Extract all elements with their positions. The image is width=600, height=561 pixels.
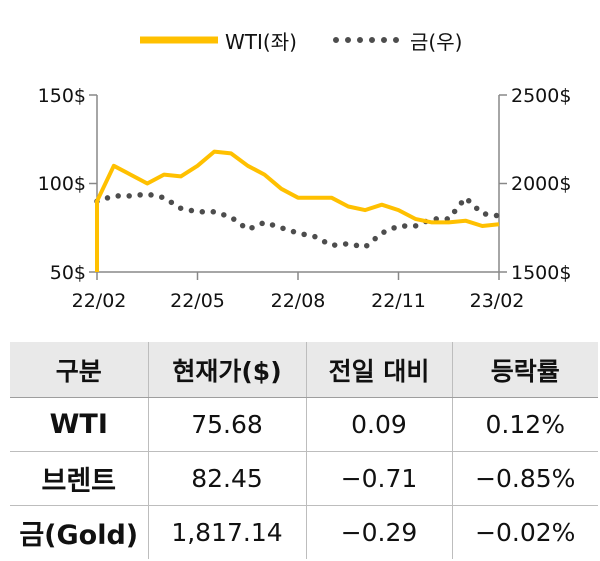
series-line-wti	[95, 149, 500, 272]
header-price: 현재가($)	[148, 342, 307, 398]
row-name: 브렌트	[10, 451, 149, 506]
x-tick-labels: 22/02 22/05 22/08 22/11 23/02	[72, 290, 525, 312]
header-category: 구분	[10, 342, 149, 398]
table-row: 금(Gold) 1,817.14 −0.29 −0.02%	[10, 505, 598, 559]
x-tick-label: 23/02	[470, 290, 525, 312]
row-change: 0.09	[306, 397, 453, 452]
row-rate: −0.85%	[452, 451, 598, 506]
price-chart: WTI(좌) 금(우) 150$ 100$ 50$ 2500$ 2000$ 15…	[38, 30, 572, 312]
right-tick-label: 2500$	[511, 85, 571, 107]
legend: WTI(좌) 금(우)	[140, 30, 462, 54]
x-tick-label: 22/02	[72, 290, 127, 312]
x-tick-label: 22/05	[170, 290, 225, 312]
header-change: 전일 대비	[306, 342, 453, 398]
row-change: −0.71	[306, 451, 453, 506]
legend-wti-label: WTI(좌)	[225, 30, 297, 54]
x-tick-label: 22/08	[271, 290, 326, 312]
row-rate: 0.12%	[452, 397, 598, 452]
left-tick-label: 100$	[38, 173, 86, 195]
row-price: 1,817.14	[148, 505, 307, 559]
left-tick-label: 50$	[50, 262, 86, 284]
table-row: WTI 75.68 0.09 0.12%	[10, 397, 598, 452]
row-name: 금(Gold)	[10, 505, 149, 559]
row-name: WTI	[10, 397, 149, 452]
table-row: 브렌트 82.45 −0.71 −0.85%	[10, 451, 598, 506]
axes	[89, 94, 507, 280]
row-price: 75.68	[148, 397, 307, 452]
right-tick-labels: 2500$ 2000$ 1500$	[511, 85, 571, 284]
row-change: −0.29	[306, 505, 453, 559]
row-price: 82.45	[148, 451, 307, 506]
price-table: 구분 현재가($) 전일 대비 등락률 WTI 75.68 0.09 0.12%…	[10, 342, 598, 559]
header-rate: 등락률	[452, 342, 598, 398]
right-tick-label: 1500$	[511, 262, 571, 284]
legend-gold-label: 금(우)	[410, 30, 462, 54]
table-header-row: 구분 현재가($) 전일 대비 등락률	[10, 342, 598, 398]
left-tick-labels: 150$ 100$ 50$	[38, 85, 86, 284]
right-tick-label: 2000$	[511, 173, 571, 195]
left-tick-label: 150$	[38, 85, 86, 107]
series-line-gold	[94, 191, 502, 251]
row-rate: −0.02%	[475, 518, 576, 547]
x-tick-label: 22/11	[371, 290, 426, 312]
